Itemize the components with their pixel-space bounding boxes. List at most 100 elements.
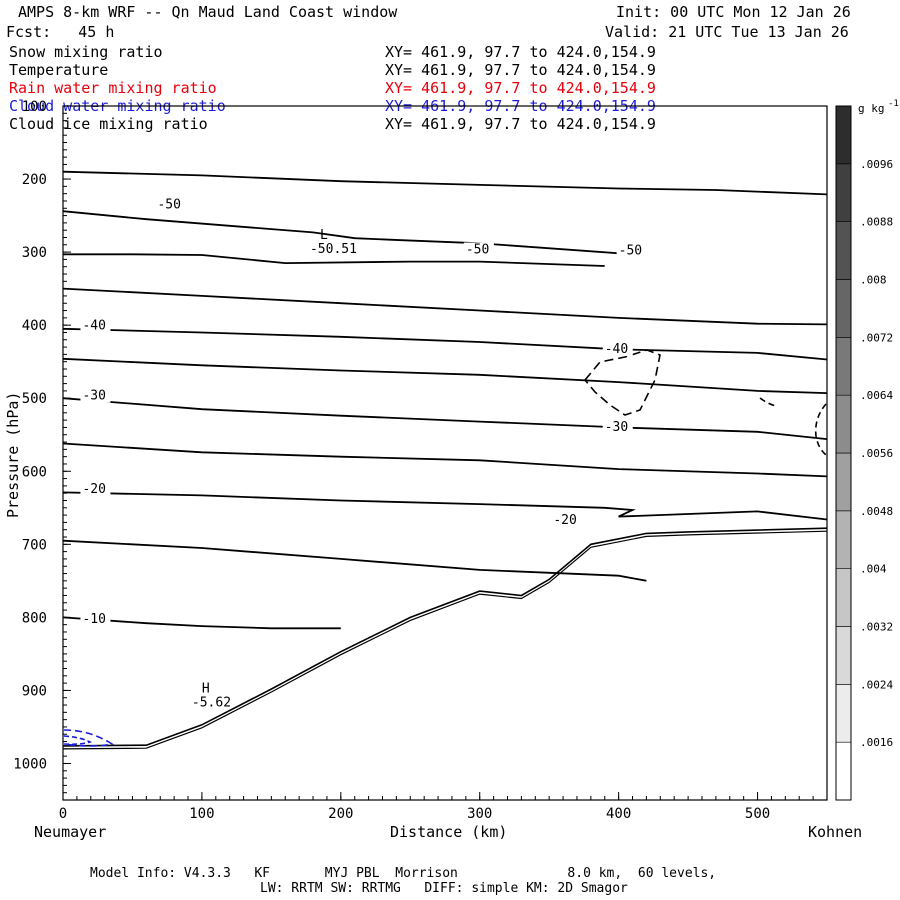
model-info: Model Info: V4.3.3 KF MYJ PBL Morrison 8… [90, 866, 717, 881]
cloud-ice-contours [63, 349, 827, 747]
cloud-ice-dashed-contour [759, 397, 777, 407]
colorbar-unit: g kg [858, 102, 885, 115]
contour-label-bg [463, 242, 494, 257]
x-endpoint-right: Kohnen [808, 823, 863, 841]
contour-label: -40 [605, 342, 628, 357]
colorbar-bin [835, 337, 852, 396]
contour-label-bg [80, 482, 111, 497]
colorbar-unit-exponent: -1 [888, 99, 899, 109]
y-tick-label: 200 [22, 172, 47, 188]
x-tick-label: 100 [189, 806, 214, 822]
extremum-value: -50.51 [310, 242, 357, 257]
y-tick-label: 800 [22, 610, 47, 626]
extremum-value: -5.62 [192, 696, 231, 711]
colorbar-tick-label: .0096 [860, 158, 893, 171]
contour-label: -50 [157, 197, 180, 212]
colorbar-tick-label: .008 [860, 274, 887, 287]
colorbar-bin [835, 394, 852, 454]
chart-title: AMPS 8-km WRF -- Qn Maud Land Coast wind… [18, 3, 398, 21]
physics-info: LW: RRTM SW: RRTMG DIFF: simple KM: 2D S… [260, 881, 628, 896]
colorbar-tick-label: .0064 [860, 389, 893, 402]
x-endpoint-left: Neumayer [34, 823, 107, 841]
y-axis-label: Pressure (hPa) [4, 391, 22, 518]
temperature-contour [63, 253, 605, 267]
temperature-contour [62, 397, 828, 440]
terrain-surface-inner [62, 530, 828, 750]
field-name: Temperature [9, 61, 109, 79]
contour-labels: -50 -50 -50 -40 -40 -30 -30 -20 -20 -10 L-50.51 H-5… [80, 197, 647, 711]
y-tick-label: 700 [22, 537, 47, 553]
colorbar-tick-label: .0072 [860, 331, 893, 344]
temperature-contour [62, 357, 828, 394]
contour-label: -30 [82, 389, 105, 404]
colorbar-tick-label: .0032 [860, 621, 893, 634]
axes: 0 100 200 300 400 500 100 200 300 400 500 600 700 800… [13, 99, 828, 822]
field-xy-range: XY= 461.9, 97.7 to 424.0,154.9 [385, 43, 656, 61]
forecast-hour: Fcst: 45 h [6, 23, 115, 41]
contour-label: -20 [82, 482, 105, 497]
field-name: Snow mixing ratio [9, 43, 163, 61]
extremum-symbol: H [202, 682, 210, 697]
contour-label-bg [616, 243, 647, 258]
temperature-contour [62, 442, 828, 478]
temperature-contour [62, 616, 341, 630]
y-tick-label: 100 [22, 99, 47, 115]
contour-label-bg [80, 612, 111, 627]
colorbar-tick-label: .004 [860, 563, 887, 576]
colorbar-tick-label: .0024 [860, 678, 893, 691]
temperature-contours [62, 170, 828, 630]
temperature-contour [62, 491, 828, 521]
contour-label: -30 [605, 420, 628, 435]
y-tick-label: 300 [22, 245, 47, 261]
cloud-ice-dashed-contour [814, 403, 827, 456]
colorbar: g kg -1 .0016 .0024 .0032 .004 .0048 .0056 .0064… [835, 99, 899, 801]
y-tick-label: 500 [22, 391, 47, 407]
init-time: Init: 00 UTC Mon 12 Jan 26 [616, 3, 851, 21]
contour-label: -10 [82, 612, 105, 627]
contour-label: -40 [82, 319, 105, 334]
plot-frame [62, 105, 828, 801]
temperature-contour [62, 170, 828, 196]
field-name: Cloud ice mixing ratio [9, 115, 208, 133]
colorbar-tick-label: .0016 [860, 736, 893, 749]
temperature-contour [62, 327, 828, 361]
cloud-ice-dashed-contour [583, 349, 661, 416]
contour-label: -20 [553, 513, 576, 528]
colorbar-bin [835, 568, 852, 627]
x-axis-label: Distance (km) [390, 823, 508, 841]
colorbar-bin [835, 510, 852, 569]
cloud-water-dashed-contour [63, 735, 93, 746]
contour-label-bg [155, 197, 186, 212]
colorbar-bin [835, 163, 852, 222]
field-name: Rain water mixing ratio [9, 79, 217, 97]
y-tick-label: 600 [22, 464, 47, 480]
extremum-symbol: L [320, 228, 328, 243]
x-tick-label: 500 [745, 806, 770, 822]
valid-time: Valid: 21 UTC Tue 13 Jan 26 [605, 23, 849, 41]
x-tick-label: 200 [328, 806, 353, 822]
cloud-water-dashed-contour [63, 729, 115, 747]
contour-label-bg [602, 420, 633, 435]
contour-label-bg [80, 388, 111, 403]
y-tick-label: 900 [22, 683, 47, 699]
colorbar-tick-label: .0056 [860, 447, 893, 460]
field-xy-range: XY= 461.9, 97.7 to 424.0,154.9 [385, 115, 656, 133]
terrain-layer [62, 527, 828, 750]
y-tick-label: 400 [22, 318, 47, 334]
contour-label-bg [551, 512, 582, 527]
terrain-surface [62, 527, 828, 747]
contour-label-bg [602, 341, 633, 356]
colorbar-bin [835, 684, 852, 743]
colorbar-tick-label: .0088 [860, 216, 893, 229]
y-tick-label: 1000 [13, 756, 47, 772]
contour-label: -50 [619, 243, 642, 258]
contour-label-bg [80, 318, 111, 333]
temperature-contour [62, 539, 647, 582]
temperature-contour [62, 287, 828, 326]
colorbar-bin [835, 279, 852, 338]
colorbar-tick-label: .0048 [860, 505, 893, 518]
colorbar-bin [835, 626, 852, 685]
colorbar-frame [835, 105, 852, 801]
colorbar-bin [835, 105, 852, 165]
